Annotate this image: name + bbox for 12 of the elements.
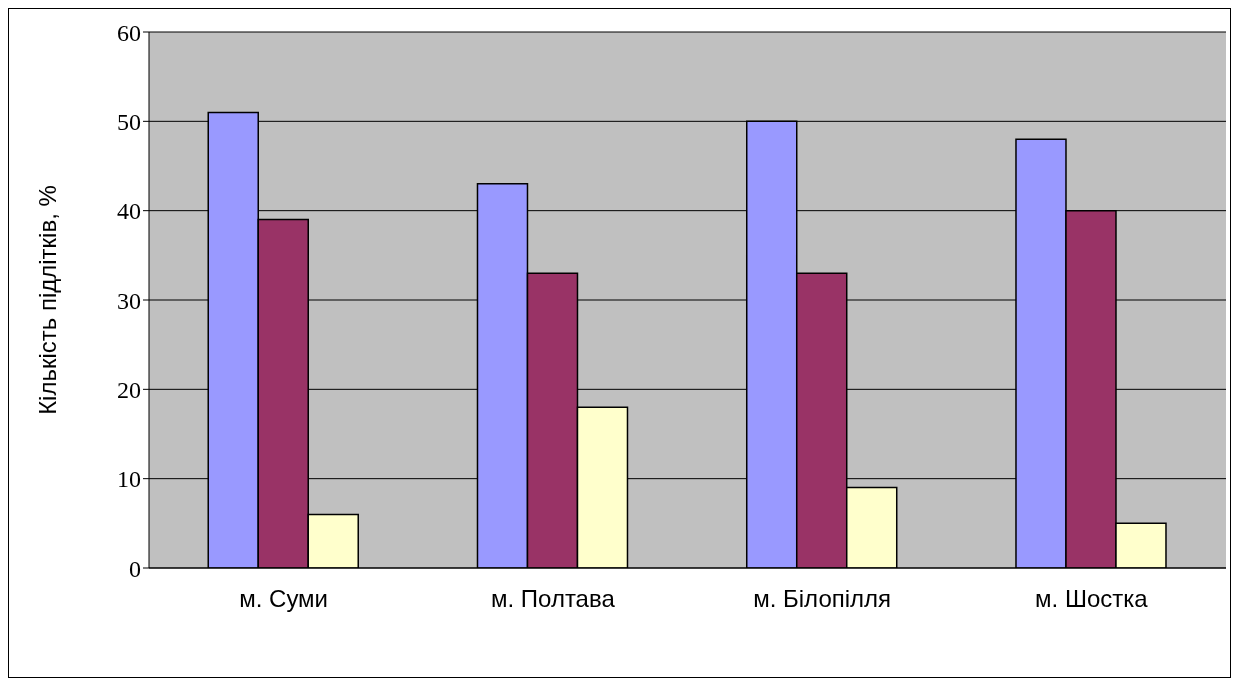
x-tick-label: м. Полтава	[490, 585, 616, 613]
y-tick-label: 40	[117, 198, 141, 225]
y-tick-label: 30	[117, 287, 141, 314]
y-tick-label: 50	[117, 108, 141, 135]
y-tick-label: 0	[129, 555, 141, 582]
y-axis-title: Кількість підлітків, %	[33, 185, 61, 415]
y-tick-label: 60	[117, 19, 141, 46]
y-tick-label: 10	[117, 466, 141, 493]
x-tick-label: м. Білопілля	[753, 585, 892, 613]
y-tick-label: 20	[117, 376, 141, 403]
x-tick-label: м. Суми	[239, 585, 329, 613]
x-tick-label: м. Шостка	[1035, 585, 1149, 613]
